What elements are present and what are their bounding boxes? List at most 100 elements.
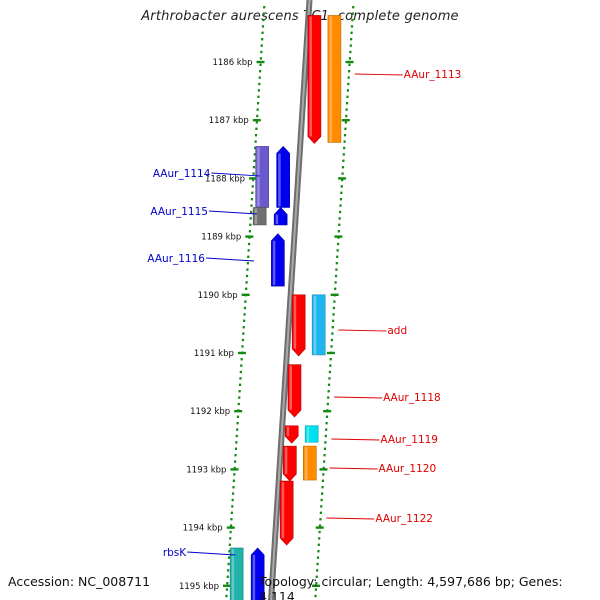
guide-dot-right bbox=[326, 402, 329, 406]
kbp-tick-label: 1192 kbp bbox=[190, 407, 230, 417]
guide-dot-right bbox=[349, 44, 352, 47]
kbp-tick-mark bbox=[245, 235, 254, 238]
guide-dot-right bbox=[345, 114, 348, 118]
guide-dot-right bbox=[352, 6, 355, 9]
gene-arrow[interactable] bbox=[279, 480, 294, 546]
guide-dot-left bbox=[225, 594, 228, 598]
guide-dot-right bbox=[327, 383, 331, 386]
guide-dot-left bbox=[256, 102, 260, 105]
gene-label[interactable]: rbsK bbox=[163, 547, 187, 559]
gene-arrow[interactable] bbox=[291, 294, 306, 357]
guide-dot-right bbox=[338, 223, 341, 226]
guide-dot-right bbox=[316, 569, 319, 572]
guide-dot-right bbox=[351, 12, 354, 15]
guide-dot-left bbox=[257, 95, 260, 98]
guide-dot-right bbox=[332, 319, 335, 322]
guide-dot-left bbox=[253, 153, 256, 156]
guide-dot-right bbox=[319, 511, 322, 514]
gene-label[interactable]: AAur_1115 bbox=[150, 206, 208, 218]
guide-dot-right bbox=[345, 108, 348, 111]
guide-dot-left bbox=[226, 582, 229, 585]
guide-dot-right bbox=[334, 274, 338, 278]
guide-dot-left bbox=[245, 281, 248, 284]
cog-box[interactable] bbox=[304, 425, 319, 443]
kbp-tick-mark bbox=[230, 468, 239, 471]
kbp-tick-label: 1191 kbp bbox=[194, 349, 234, 359]
gene-label[interactable]: AAur_1122 bbox=[375, 513, 433, 525]
cog-box-shine bbox=[231, 548, 235, 600]
kbp-tick-label: 1186 kbp bbox=[212, 58, 252, 68]
cog-box[interactable] bbox=[229, 547, 244, 600]
guide-dot-right bbox=[343, 146, 346, 150]
guide-dot-left bbox=[238, 396, 241, 399]
guide-dot-left bbox=[239, 377, 242, 380]
gene-label[interactable]: AAur_1113 bbox=[404, 69, 462, 81]
guide-dot-right bbox=[334, 287, 337, 290]
gene-arrow[interactable] bbox=[284, 425, 299, 444]
guide-dot-left bbox=[227, 569, 230, 572]
guide-dot-right bbox=[331, 326, 334, 329]
guide-dot-left bbox=[261, 25, 265, 28]
kbp-tick-label: 1193 kbp bbox=[186, 465, 226, 475]
guide-dot-left bbox=[246, 262, 249, 265]
guide-dot-left bbox=[255, 121, 258, 124]
kbp-tick-mark-right bbox=[334, 235, 343, 238]
guide-dot-left bbox=[235, 441, 238, 444]
guide-dot-right bbox=[328, 370, 331, 374]
guide-dot-right bbox=[351, 18, 354, 22]
guide-dot-right bbox=[323, 460, 326, 463]
gene-arrow[interactable] bbox=[250, 547, 265, 600]
guide-dot-left bbox=[234, 447, 238, 450]
guide-dot-right bbox=[318, 524, 322, 527]
guide-dot-right bbox=[350, 31, 353, 34]
guide-dot-left bbox=[250, 198, 254, 201]
cog-box[interactable] bbox=[327, 15, 342, 143]
guide-dot-left bbox=[241, 345, 244, 348]
cog-box-shine bbox=[254, 208, 258, 224]
gene-arrow[interactable] bbox=[307, 15, 322, 144]
guide-dot-right bbox=[319, 518, 322, 521]
guide-dot-left bbox=[259, 63, 262, 66]
gene-leader-line bbox=[187, 551, 236, 556]
guide-dot-left bbox=[251, 191, 254, 194]
gene-arrow[interactable] bbox=[276, 145, 290, 208]
gene-arrow[interactable] bbox=[273, 207, 288, 226]
guide-dot-right bbox=[340, 185, 343, 188]
guide-dot-right bbox=[322, 473, 325, 476]
map-title: Arthrobacter aurescens TC1, complete gen… bbox=[141, 9, 459, 24]
guide-dot-right bbox=[344, 121, 347, 124]
guide-dot-right bbox=[348, 57, 352, 60]
guide-dot-left bbox=[254, 134, 258, 137]
guide-dot-left bbox=[237, 402, 240, 406]
cog-box[interactable] bbox=[311, 294, 326, 356]
gene-label[interactable]: AAur_1118 bbox=[383, 392, 441, 404]
guide-dot-left bbox=[231, 492, 235, 495]
gene-label[interactable]: AAur_1119 bbox=[380, 434, 438, 446]
gene-label[interactable]: AAur_1114 bbox=[153, 168, 211, 180]
guide-dot-left bbox=[239, 370, 242, 374]
guide-dot-right bbox=[343, 134, 347, 137]
guide-dot-left bbox=[245, 287, 248, 290]
kbp-tick-mark-right bbox=[345, 60, 354, 64]
guide-dot-left bbox=[236, 428, 239, 431]
gene-arrow[interactable] bbox=[283, 445, 297, 482]
kbp-tick-mark bbox=[234, 410, 243, 413]
guide-dot-right bbox=[341, 166, 345, 169]
cog-box[interactable] bbox=[252, 207, 267, 226]
gene-label[interactable]: AAur_1116 bbox=[147, 253, 205, 265]
cog-box[interactable] bbox=[303, 445, 317, 481]
gene-label[interactable]: AAur_1120 bbox=[379, 463, 437, 475]
gene-leader-line bbox=[211, 172, 260, 177]
gene-arrow-shine bbox=[289, 365, 292, 411]
gene-label[interactable]: add bbox=[387, 325, 407, 337]
kbp-tick-label: 1195 kbp bbox=[179, 582, 219, 592]
guide-dot-right bbox=[314, 594, 317, 598]
gene-arrow[interactable] bbox=[271, 233, 285, 287]
guide-dot-right bbox=[325, 415, 329, 418]
guide-dot-left bbox=[242, 326, 245, 329]
guide-dot-left bbox=[243, 306, 247, 310]
gene-arrow[interactable] bbox=[287, 364, 302, 418]
gene-arrow-shine bbox=[284, 447, 288, 475]
kbp-tick-label: 1187 kbp bbox=[209, 116, 249, 126]
kbp-tick-mark-right bbox=[319, 468, 328, 471]
